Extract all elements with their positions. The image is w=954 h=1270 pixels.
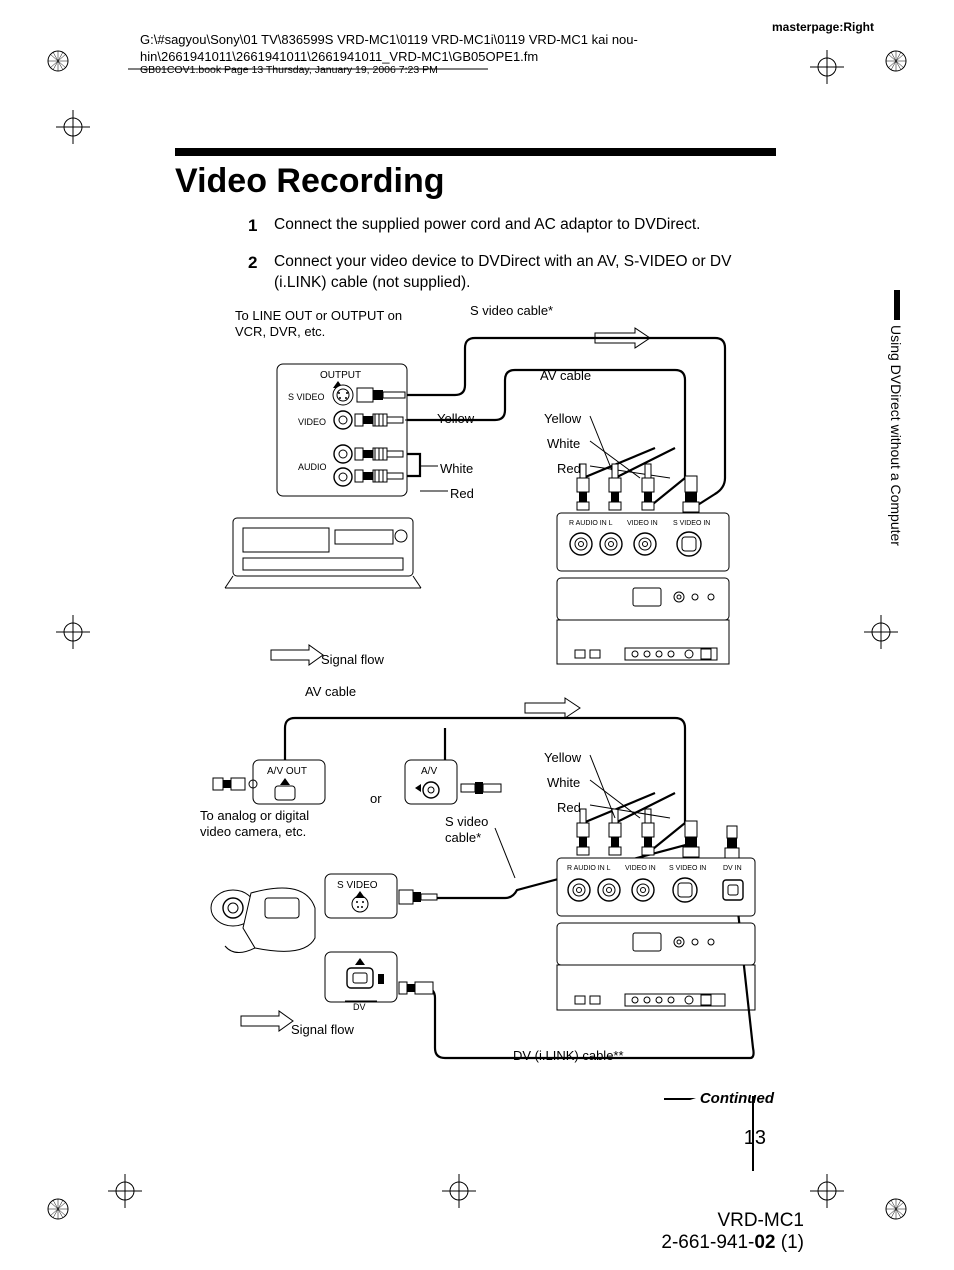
footer-code: 2-661-941-02 (1) <box>0 1232 804 1254</box>
avout-label: A/V OUT <box>267 766 307 777</box>
header-path: G:\#sagyou\Sony\01 TV\836599S VRD-MC1\01… <box>140 32 874 66</box>
footer-vline <box>752 1096 754 1171</box>
step-num: 1 <box>248 215 262 238</box>
side-tab: Using DVDirect without a Computer <box>888 325 904 585</box>
svg-text:DV IN: DV IN <box>723 865 742 872</box>
path-line2: hin\2661941011\2661941011\2661941011_VRD… <box>140 49 538 64</box>
svideo-plug-v <box>683 476 699 512</box>
footer-code-suffix: (1) <box>776 1232 805 1253</box>
title-rule <box>175 148 776 156</box>
svg-text:S VIDEO IN: S VIDEO IN <box>669 865 706 872</box>
continued: Continued <box>664 1090 774 1107</box>
port-audio: AUDIO <box>298 462 327 472</box>
page-title: Video Recording <box>175 162 445 201</box>
side-tab-marker <box>894 290 900 320</box>
regmark-tl <box>46 49 70 73</box>
crosshair-bottom-right <box>810 1174 844 1208</box>
step-text: Connect the supplied power cord and AC a… <box>274 215 701 238</box>
step-1: 1 Connect the supplied power cord and AC… <box>248 215 788 238</box>
camcorder <box>211 888 315 953</box>
footer-model: VRD-MC1 <box>0 1210 804 1232</box>
crosshair-right <box>864 615 898 649</box>
footer-code-prefix: 2-661-941- <box>661 1232 754 1253</box>
av-port: A/V <box>421 766 437 777</box>
step-num: 2 <box>248 252 262 294</box>
svg-text:VIDEO IN: VIDEO IN <box>625 865 656 872</box>
regmark-tr <box>884 49 908 73</box>
svg-text:R AUDIO IN L: R AUDIO IN L <box>567 865 611 872</box>
path-line1: G:\#sagyou\Sony\01 TV\836599S VRD-MC1\01… <box>140 32 638 47</box>
rca-plug-v <box>577 464 589 510</box>
dvdirect-rear-lower: R AUDIO IN L VIDEO IN S VIDEO IN DV IN <box>557 858 755 916</box>
svg-text:VIDEO IN: VIDEO IN <box>627 520 658 527</box>
crosshair-center-bottom <box>442 1174 476 1208</box>
step-text: Connect your video device to DVDirect wi… <box>274 252 788 294</box>
regmark-br <box>884 1197 908 1221</box>
rca-plug-v <box>609 464 621 510</box>
crosshair-left <box>56 615 90 649</box>
crosshair-top-left2 <box>56 110 90 144</box>
book-overlay: GB01COV1.book Page 13 Thursday, January … <box>140 65 438 76</box>
svideo-port: S VIDEO <box>337 880 378 891</box>
dvdirect-body-upper <box>557 578 729 664</box>
connection-diagram: To LINE OUT or OUTPUT on VCR, DVR, etc. … <box>195 308 755 1058</box>
port-svideo: S VIDEO <box>288 392 325 402</box>
signalflow-legend-upper <box>271 645 323 665</box>
rca-plug-v <box>642 464 654 510</box>
port-video: VIDEO <box>298 417 326 427</box>
crosshair-bottom-left <box>108 1174 142 1208</box>
diagram-lower-svg: A/V OUT A/V S VIDEO DV <box>195 698 755 1068</box>
diagram-upper-svg: OUTPUT S VIDEO VIDEO AUDIO <box>195 318 755 678</box>
svg-text:S VIDEO IN: S VIDEO IN <box>673 520 710 527</box>
steps: 1 Connect the supplied power cord and AC… <box>248 215 788 308</box>
dv-port: DV <box>353 1002 366 1012</box>
dvdirect-body-lower <box>557 923 755 1010</box>
svg-text:R AUDIO IN L: R AUDIO IN L <box>569 520 613 527</box>
page-number: 13 <box>744 1127 766 1150</box>
vcr-device <box>225 518 421 588</box>
vcr-output-title: OUTPUT <box>320 370 361 381</box>
footer-code-bold: 02 <box>754 1232 775 1253</box>
step-2: 2 Connect your video device to DVDirect … <box>248 252 788 294</box>
page: masterpage:Right G:\#sagyou\Sony\01 TV\8… <box>0 0 954 1270</box>
dvdirect-rear-upper: R AUDIO IN L VIDEO IN S VIDEO IN <box>557 513 729 571</box>
svideo-cable-upper: S video cable* <box>470 303 553 319</box>
